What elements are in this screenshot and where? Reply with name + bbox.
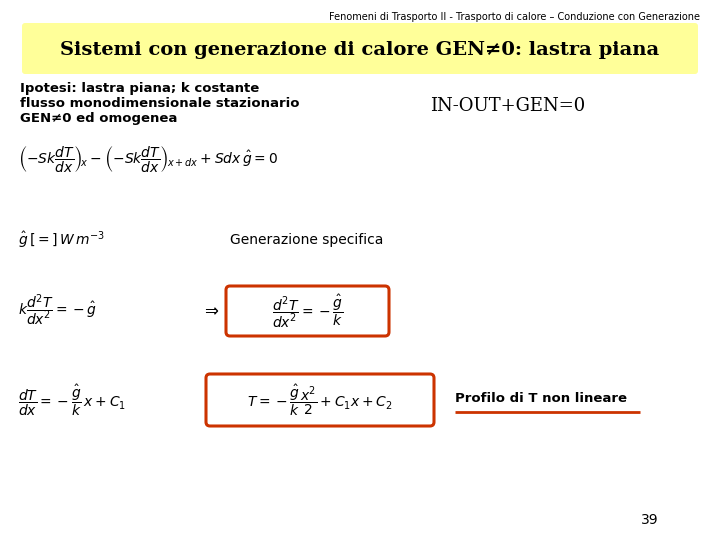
Text: $\dfrac{d^{2}T}{dx^{2}} = -\dfrac{\hat{g}}{k}$: $\dfrac{d^{2}T}{dx^{2}} = -\dfrac{\hat{g…: [272, 293, 343, 329]
Text: Generazione specifica: Generazione specifica: [230, 233, 383, 247]
Text: Sistemi con generazione di calore GEN≠0: lastra piana: Sistemi con generazione di calore GEN≠0:…: [60, 41, 660, 59]
FancyBboxPatch shape: [226, 286, 389, 336]
Text: flusso monodimensionale stazionario: flusso monodimensionale stazionario: [20, 97, 300, 110]
Text: Ipotesi: lastra piana; k costante: Ipotesi: lastra piana; k costante: [20, 82, 259, 95]
FancyBboxPatch shape: [22, 23, 698, 74]
Text: $T = -\dfrac{\hat{g}}{k}\dfrac{x^{2}}{2} + C_1 x + C_2$: $T = -\dfrac{\hat{g}}{k}\dfrac{x^{2}}{2}…: [247, 382, 393, 418]
Text: $k\dfrac{d^{2}T}{dx^{2}} = -\hat{g}$: $k\dfrac{d^{2}T}{dx^{2}} = -\hat{g}$: [18, 292, 97, 328]
Text: GEN≠0 ed omogenea: GEN≠0 ed omogenea: [20, 112, 177, 125]
Text: $\dfrac{dT}{dx} = -\dfrac{\hat{g}}{k}\,x + C_1$: $\dfrac{dT}{dx} = -\dfrac{\hat{g}}{k}\,x…: [18, 382, 126, 418]
FancyBboxPatch shape: [206, 374, 434, 426]
Text: IN-OUT+GEN=0: IN-OUT+GEN=0: [430, 97, 585, 115]
Text: 39: 39: [642, 513, 659, 527]
Text: $\hat{g}\,[=]\,W\,m^{-3}$: $\hat{g}\,[=]\,W\,m^{-3}$: [18, 230, 105, 251]
Text: Profilo di T non lineare: Profilo di T non lineare: [455, 392, 627, 404]
Text: $\left(-Sk\dfrac{dT}{dx}\right)_{\!x} - \left(-Sk\dfrac{dT}{dx}\right)_{\!x+dx} : $\left(-Sk\dfrac{dT}{dx}\right)_{\!x} - …: [18, 145, 278, 175]
Text: Fenomeni di Trasporto II - Trasporto di calore – Conduzione con Generazione: Fenomeni di Trasporto II - Trasporto di …: [329, 12, 700, 22]
Text: $\Rightarrow$: $\Rightarrow$: [201, 301, 219, 319]
